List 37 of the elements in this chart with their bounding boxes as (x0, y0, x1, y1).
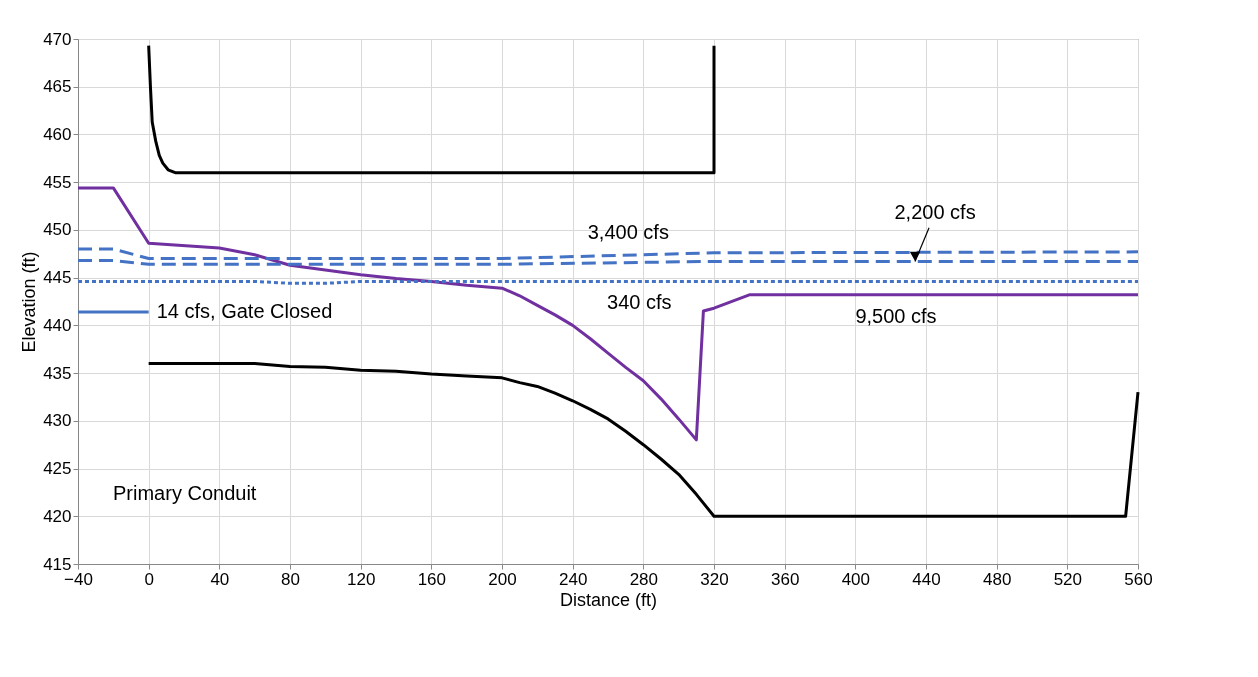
y-tick-label: 425 (43, 459, 72, 479)
y-tick-label: 465 (43, 77, 72, 97)
annotation: 3,400 cfs (587, 220, 669, 243)
x-tick-label: 240 (558, 569, 588, 589)
x-tick-label: 520 (1053, 569, 1083, 589)
x-tick-label: 360 (770, 569, 800, 589)
y-tick-label: 440 (43, 315, 72, 335)
y-tick-label: 460 (43, 124, 72, 144)
x-tick-label: 320 (700, 569, 729, 589)
annotation: 340 cfs (607, 291, 672, 314)
x-tick-label: 200 (488, 569, 517, 589)
x-tick-label: 160 (417, 569, 447, 589)
x-tick-label: 40 (210, 569, 230, 589)
line-series (147, 44, 716, 175)
y-tick-label: 450 (43, 220, 72, 240)
annotation: 9,500 cfs (855, 304, 937, 327)
x-axis-title: Distance (ft) (559, 589, 658, 610)
x-tick-label: 80 (281, 569, 300, 589)
annotation: 2,200 cfs (894, 201, 976, 224)
y-tick-label: 445 (43, 268, 72, 288)
line-series (76, 247, 1140, 261)
x-tick-label: 120 (346, 569, 376, 589)
x-tick-label: 480 (982, 569, 1012, 589)
annotation: Primary Conduit (113, 482, 257, 504)
annotation: 14 cfs, Gate Closed (156, 300, 333, 322)
x-tick-label: 560 (1124, 569, 1153, 589)
y-tick-label: 470 (43, 29, 72, 49)
x-tick-label: 280 (629, 569, 659, 589)
x-tick-label: 440 (912, 569, 941, 589)
y-tick-label: 420 (43, 506, 72, 526)
x-tick-label: 0 (144, 569, 154, 589)
y-axis-title: Elevation (ft) (19, 251, 40, 353)
line-series (76, 186, 1140, 442)
y-tick-label: 455 (43, 172, 72, 192)
y-tick-label: 430 (43, 411, 72, 431)
y-tick-label: 435 (43, 363, 72, 383)
x-tick-label: 400 (841, 569, 871, 589)
